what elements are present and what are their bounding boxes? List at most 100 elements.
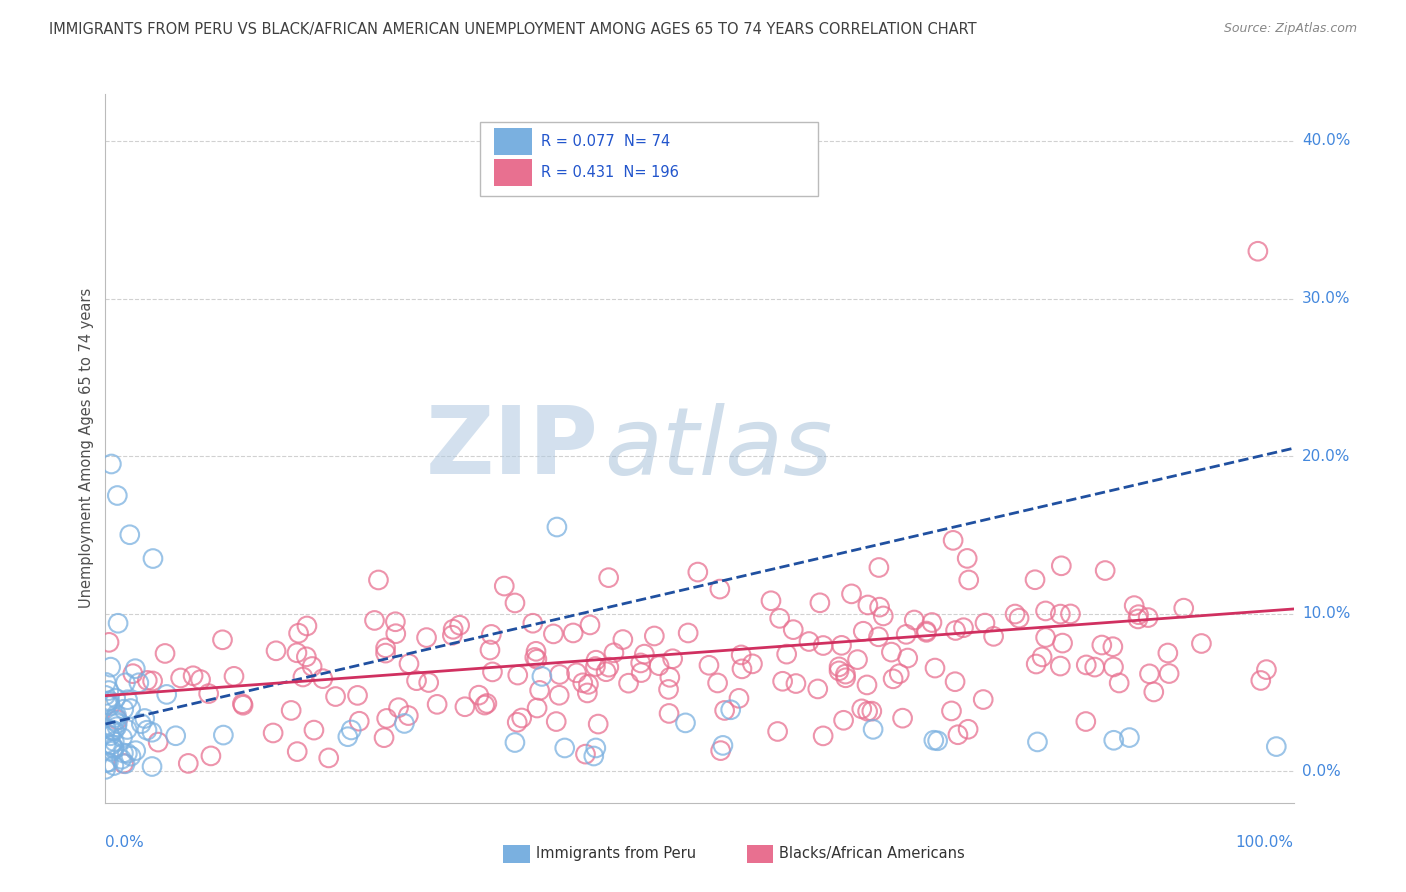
Point: [880, 645, 903, 659]
Point: [105, 707, 128, 722]
Point: [1128, 607, 1150, 622]
Point: [396, 708, 419, 723]
Point: [291, 670, 314, 684]
Point: [1074, 714, 1097, 729]
Point: [100, 457, 122, 471]
Point: [612, 632, 634, 647]
Text: 20.0%: 20.0%: [1302, 449, 1350, 464]
Point: [222, 669, 245, 683]
Point: [896, 627, 918, 641]
Point: [889, 666, 911, 681]
Point: [643, 629, 665, 643]
Point: [510, 711, 533, 725]
Point: [595, 665, 617, 679]
Point: [1076, 657, 1098, 672]
Point: [526, 652, 548, 666]
Point: [807, 681, 830, 696]
Point: [426, 698, 449, 712]
Point: [418, 675, 440, 690]
Point: [197, 687, 219, 701]
Point: [897, 651, 920, 665]
Point: [136, 673, 159, 688]
Point: [1035, 604, 1057, 618]
Point: [571, 676, 593, 690]
Point: [924, 661, 946, 675]
Point: [834, 671, 856, 685]
Point: [828, 660, 851, 674]
Point: [585, 659, 607, 673]
Point: [675, 715, 697, 730]
Point: [98, 635, 121, 649]
Point: [474, 698, 496, 712]
Point: [398, 657, 420, 671]
Point: [415, 631, 437, 645]
Point: [318, 751, 340, 765]
Point: [142, 673, 165, 688]
Point: [862, 723, 884, 737]
Point: [710, 744, 733, 758]
Point: [565, 665, 588, 680]
Point: [585, 741, 607, 756]
Point: [211, 632, 233, 647]
Point: [974, 616, 997, 631]
Point: [94, 721, 117, 735]
Point: [1031, 649, 1053, 664]
Point: [295, 619, 318, 633]
Point: [617, 676, 640, 690]
Point: [1250, 673, 1272, 688]
Point: [384, 626, 406, 640]
Point: [387, 700, 409, 714]
Point: [105, 710, 128, 724]
Point: [454, 699, 477, 714]
Point: [1026, 735, 1049, 749]
Point: [972, 692, 994, 706]
Point: [1139, 666, 1161, 681]
Point: [574, 747, 596, 761]
Point: [285, 646, 308, 660]
Point: [543, 627, 565, 641]
Point: [1126, 612, 1149, 626]
Point: [713, 703, 735, 717]
Point: [1050, 558, 1073, 573]
Point: [107, 616, 129, 631]
Point: [776, 647, 799, 661]
Point: [156, 687, 179, 701]
Text: atlas: atlas: [605, 402, 832, 494]
Text: Source: ZipAtlas.com: Source: ZipAtlas.com: [1223, 22, 1357, 36]
Point: [103, 734, 125, 748]
Point: [797, 634, 820, 648]
Point: [441, 628, 464, 642]
Point: [479, 627, 502, 641]
Point: [112, 746, 135, 760]
Point: [98, 694, 121, 708]
Point: [578, 677, 600, 691]
Point: [118, 527, 141, 541]
Point: [841, 587, 863, 601]
Point: [468, 688, 491, 702]
Point: [177, 756, 200, 771]
Point: [832, 714, 855, 728]
Point: [1035, 631, 1057, 645]
Point: [374, 640, 396, 655]
Point: [903, 613, 925, 627]
Point: [856, 678, 879, 692]
Point: [190, 673, 212, 687]
Point: [846, 652, 869, 666]
Point: [101, 738, 124, 752]
Point: [856, 704, 879, 718]
Point: [1118, 731, 1140, 745]
Point: [782, 623, 804, 637]
Point: [325, 690, 347, 704]
Point: [120, 749, 142, 764]
Point: [103, 740, 125, 755]
Point: [165, 729, 187, 743]
Point: [828, 664, 851, 678]
Point: [285, 745, 308, 759]
Point: [363, 614, 385, 628]
Point: [983, 629, 1005, 643]
Point: [295, 649, 318, 664]
Text: Blacks/African Americans: Blacks/African Americans: [779, 847, 965, 862]
Point: [103, 758, 125, 772]
Point: [529, 683, 551, 698]
Point: [872, 609, 894, 624]
